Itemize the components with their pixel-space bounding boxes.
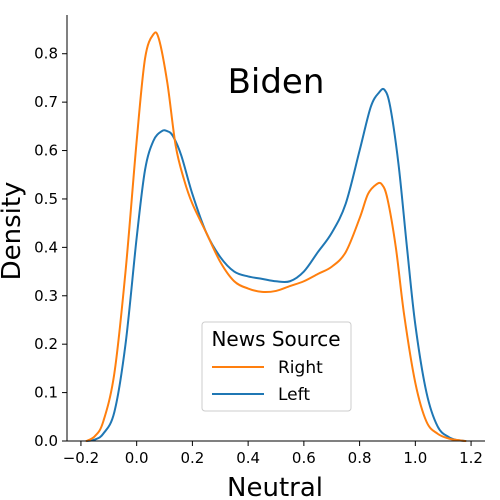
- y-tick-label: 0.7: [34, 93, 58, 111]
- y-tick-label: 0.5: [34, 190, 58, 208]
- x-tick-label: 0.8: [348, 449, 372, 467]
- legend-frame: [201, 321, 352, 412]
- legend-label-right: Right: [278, 358, 323, 378]
- y-axis-title: Density: [0, 182, 27, 281]
- x-tick-label: 0.4: [236, 449, 260, 467]
- legend-title: News Source: [211, 327, 340, 351]
- y-tick-label: 0.3: [34, 287, 58, 305]
- x-tick-label: 0.2: [180, 449, 204, 467]
- y-tick-label: 0.8: [34, 45, 58, 63]
- x-tick-label: −0.2: [63, 449, 99, 467]
- x-tick-label: 0.0: [125, 449, 149, 467]
- x-tick-label: 1.0: [403, 449, 427, 467]
- x-axis-title: Neutral: [227, 473, 323, 500]
- y-tick-label: 0.4: [34, 238, 58, 256]
- series-line-left: [85, 87, 467, 442]
- axes-layer: −0.2 0.0 0.2 0.4 0.6 0.8 1.0 1.2 0.0 0.1 0.2 0.3 0.4…: [34, 15, 485, 467]
- y-tick-label: 0.1: [34, 384, 58, 402]
- legend: News Source Right Left: [201, 321, 352, 412]
- y-tick-label: 0.2: [34, 335, 58, 353]
- x-tick-label: 1.2: [459, 449, 483, 467]
- series-layer: [85, 31, 467, 442]
- y-tick-label: 0.0: [34, 432, 58, 450]
- chart-title: Biden: [228, 62, 325, 102]
- series-line-right: [85, 31, 467, 442]
- x-tick-label: 0.6: [292, 449, 316, 467]
- legend-label-left: Left: [278, 385, 310, 405]
- y-tick-label: 0.6: [34, 142, 58, 160]
